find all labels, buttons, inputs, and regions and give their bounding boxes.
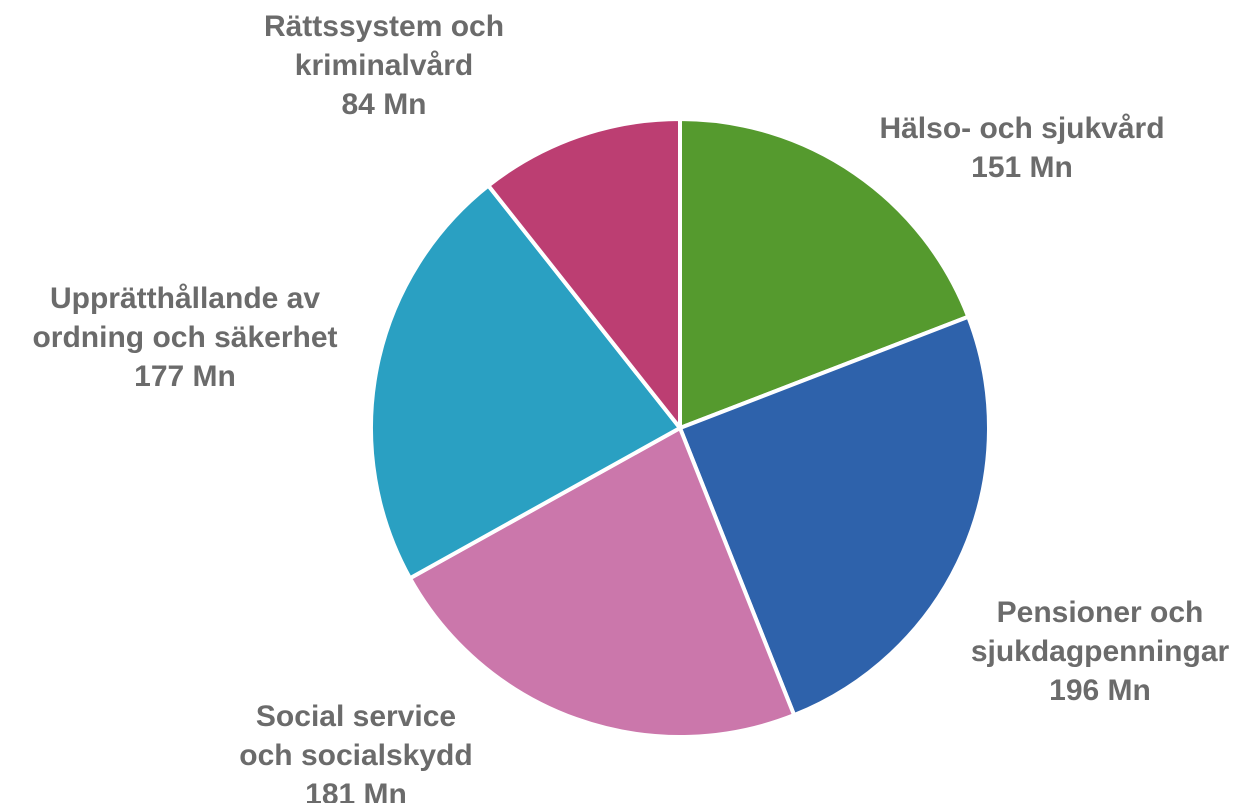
pie-slices bbox=[369, 117, 991, 739]
pie-slice bbox=[486, 117, 682, 430]
slice-value-label: 151 Mn bbox=[971, 151, 1073, 184]
slice-label: Social service och socialskydd 181 Mn bbox=[239, 700, 472, 803]
pie-slice bbox=[678, 117, 971, 430]
slice-label: Rättssystem och kriminalvård 84 Mn bbox=[264, 10, 504, 121]
slice-category-label: Upprätthållande av bbox=[50, 282, 320, 315]
slice-category-label: Rättssystem och bbox=[264, 10, 504, 43]
pie-slice bbox=[369, 183, 682, 581]
slice-category-label: sjukdagpenningar bbox=[971, 635, 1230, 668]
slice-label: Pensioner och sjukdagpenningar 196 Mn bbox=[971, 596, 1230, 707]
slice-value-label: 177 Mn bbox=[134, 360, 236, 393]
pie-slice bbox=[678, 314, 991, 718]
slice-category-label: Social service bbox=[256, 700, 456, 733]
slice-value-label: 84 Mn bbox=[341, 88, 426, 121]
slice-value-label: 181 Mn bbox=[305, 778, 407, 803]
slice-category-label: ordning och säkerhet bbox=[32, 321, 337, 354]
slice-category-label: och socialskydd bbox=[239, 739, 472, 772]
pie-slice bbox=[407, 426, 797, 739]
slice-label: Upprätthållande av ordning och säkerhet 17… bbox=[32, 282, 337, 393]
slice-value-label: 196 Mn bbox=[1049, 674, 1151, 707]
slice-category-label: kriminalvård bbox=[295, 49, 473, 82]
pie-labels: Hälso- och sjukvård 151 Mn Pensioner och sj… bbox=[32, 10, 1229, 803]
slice-category-label: Hälso- och sjukvård bbox=[879, 112, 1164, 145]
slice-label: Hälso- och sjukvård 151 Mn bbox=[879, 112, 1164, 184]
slice-category-label: Pensioner och bbox=[997, 596, 1204, 629]
